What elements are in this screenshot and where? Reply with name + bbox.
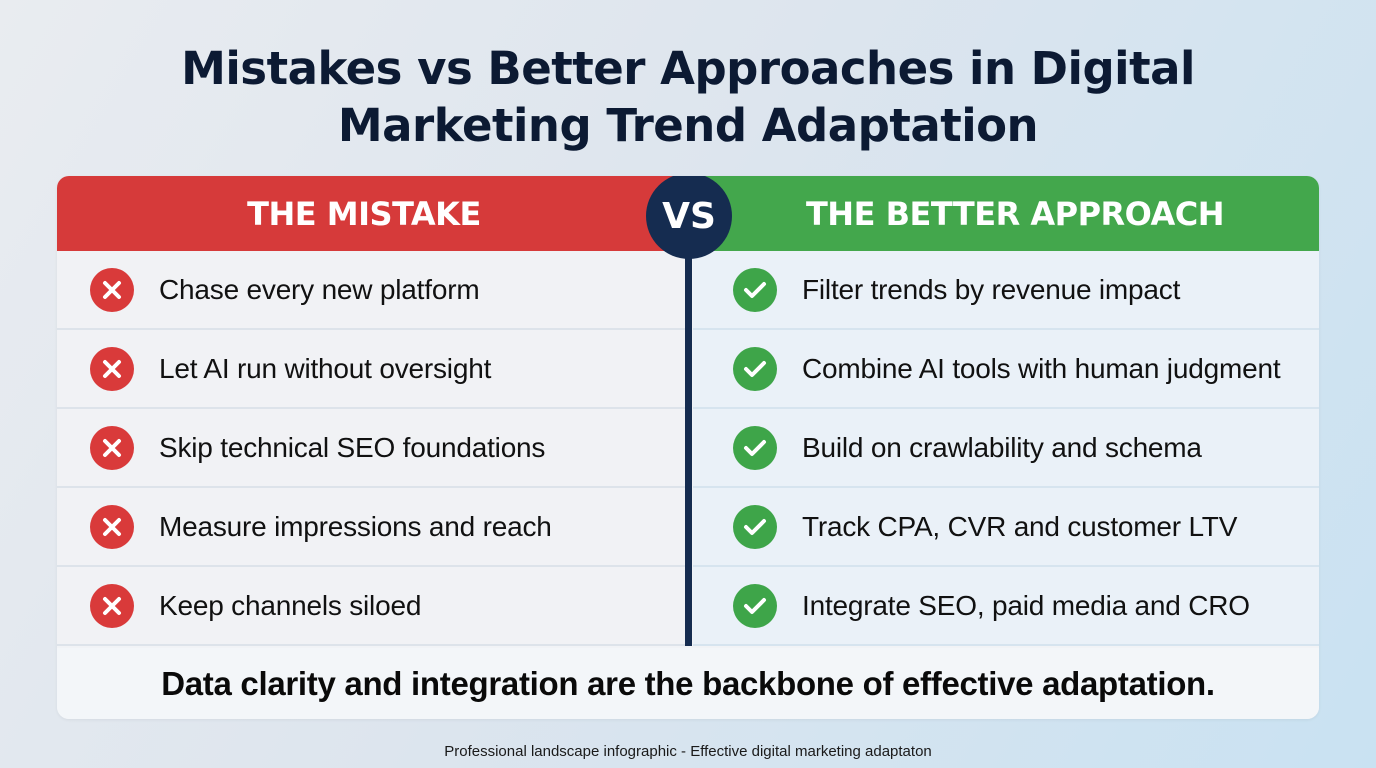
check-circle-icon bbox=[733, 504, 777, 549]
x-circle-icon bbox=[90, 583, 134, 628]
approach-text: Integrate SEO, paid media and CRO bbox=[802, 589, 1250, 621]
mistake-row: Keep channels siloed bbox=[57, 567, 685, 646]
approach-text: Track CPA, CVR and customer LTV bbox=[802, 510, 1238, 542]
comparison-card: THE MISTAKE THE BETTER APPROACH Chase ev… bbox=[57, 176, 1319, 719]
check-circle-icon bbox=[733, 267, 777, 312]
x-circle-icon bbox=[90, 425, 134, 470]
check-circle-icon bbox=[733, 346, 777, 391]
approach-row: Integrate SEO, paid media and CRO bbox=[693, 567, 1319, 646]
better-approach-column: Filter trends by revenue impact Combine … bbox=[693, 251, 1319, 646]
approach-row: Combine AI tools with human judgment bbox=[693, 330, 1319, 409]
title-line-1: Mistakes vs Better Approaches in Digital bbox=[181, 42, 1195, 95]
mistake-row: Measure impressions and reach bbox=[57, 488, 685, 567]
vs-badge: VS bbox=[646, 176, 732, 259]
x-circle-icon bbox=[90, 267, 134, 312]
footer-caption: Professional landscape infographic - Eff… bbox=[444, 743, 932, 760]
title-line-2: Marketing Trend Adaptation bbox=[337, 99, 1039, 152]
page-title: Mistakes vs Better Approaches in Digital… bbox=[0, 40, 1376, 154]
mistake-row: Let AI run without oversight bbox=[57, 330, 685, 409]
approach-text: Filter trends by revenue impact bbox=[802, 273, 1181, 305]
mistake-text: Measure impressions and reach bbox=[159, 510, 552, 542]
center-divider bbox=[685, 216, 692, 646]
approach-text: Build on crawlability and schema bbox=[802, 431, 1202, 463]
mistakes-column: Chase every new platform Let AI run with… bbox=[57, 251, 685, 646]
mistake-row: Skip technical SEO foundations bbox=[57, 409, 685, 488]
approach-row: Filter trends by revenue impact bbox=[693, 251, 1319, 330]
approach-text: Combine AI tools with human judgment bbox=[802, 352, 1281, 384]
mistake-text: Chase every new platform bbox=[159, 273, 480, 305]
mistake-text: Skip technical SEO foundations bbox=[159, 431, 546, 463]
summary-statement: Data clarity and integration are the bac… bbox=[57, 648, 1319, 719]
x-circle-icon bbox=[90, 504, 134, 549]
mistake-text: Let AI run without oversight bbox=[159, 352, 492, 384]
approach-row: Track CPA, CVR and customer LTV bbox=[693, 488, 1319, 567]
mistake-row: Chase every new platform bbox=[57, 251, 685, 330]
approach-row: Build on crawlability and schema bbox=[693, 409, 1319, 488]
mistake-header: THE MISTAKE bbox=[57, 176, 691, 251]
check-circle-icon bbox=[733, 583, 777, 628]
mistake-text: Keep channels siloed bbox=[159, 589, 422, 621]
better-approach-header: THE BETTER APPROACH bbox=[691, 176, 1319, 251]
x-circle-icon bbox=[90, 346, 134, 391]
check-circle-icon bbox=[733, 425, 777, 470]
